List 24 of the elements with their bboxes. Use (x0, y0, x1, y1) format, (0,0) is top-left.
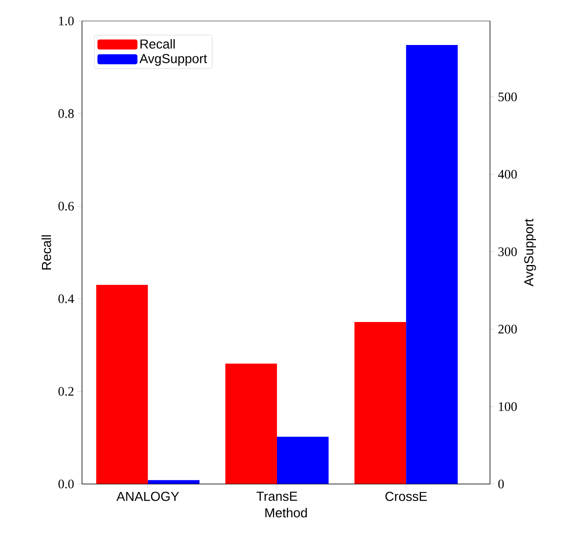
y-tick-label: 0.0 (58, 480, 74, 488)
y2-tick-label: 400 (498, 170, 517, 179)
bar (96, 284, 148, 484)
x-tick-label: TransE (256, 492, 298, 501)
bar (406, 44, 458, 484)
y2-axis-title: AvgSupport (524, 218, 536, 286)
x-axis-title: Method (265, 508, 307, 518)
y-tick-label: 0.4 (58, 294, 74, 304)
y2-tick-label: 300 (498, 247, 517, 256)
y-tick-label: 0.8 (58, 109, 74, 118)
bar (148, 480, 200, 484)
x-tick-label: CrossE (385, 492, 427, 502)
y-tick-label: 1.0 (59, 16, 74, 26)
y2-tick-label: 200 (498, 324, 517, 334)
legend-label: Recall (140, 39, 175, 49)
y2-tick-label: 500 (498, 92, 517, 102)
y-tick-label: 0.6 (58, 202, 74, 211)
y2-tick-label: 0 (498, 480, 504, 488)
bar (225, 364, 277, 484)
y2-tick-label: 100 (498, 402, 517, 411)
y-tick-label: 0.2 (58, 386, 74, 396)
x-tick-label: ANALOGY (116, 492, 179, 502)
legend-label: AvgSupport (139, 54, 208, 66)
y-axis-title: Recall (42, 235, 52, 270)
